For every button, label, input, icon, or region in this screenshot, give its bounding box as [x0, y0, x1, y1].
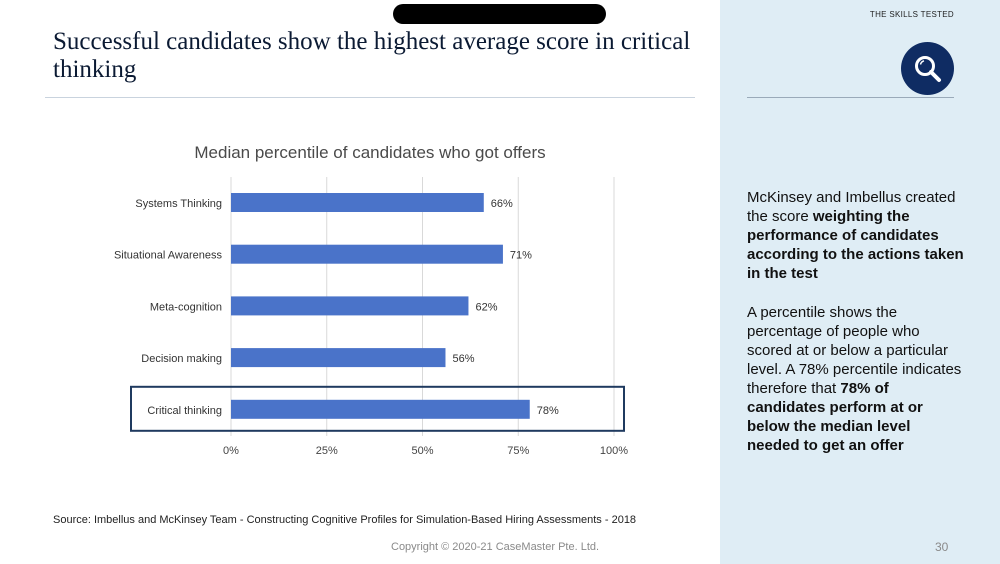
- bar: [231, 399, 530, 419]
- category-label: Systems Thinking: [135, 198, 222, 210]
- panel-paragraph-1-text: McKinsey and Imbellus created the score: [747, 189, 956, 225]
- chart-title: Median percentile of candidates who got …: [194, 143, 546, 162]
- source-note: Source: Imbellus and McKinsey Team - Con…: [53, 514, 637, 526]
- panel-divider: [747, 97, 954, 98]
- data-label: 56%: [452, 353, 474, 365]
- category-label: Decision making: [141, 353, 222, 365]
- slide-title: Successful candidates show the highest a…: [53, 28, 691, 83]
- panel-paragraph-1-bold: weighting the performance of candidates …: [747, 208, 964, 282]
- x-tick-label: 25%: [316, 445, 338, 457]
- page-number: 30: [935, 540, 949, 554]
- panel-paragraph-1: McKinsey and Imbellus created the score …: [747, 188, 967, 283]
- bar: [231, 193, 484, 212]
- highlight-box: [130, 385, 625, 432]
- x-tick-label: 0%: [223, 445, 239, 457]
- data-label: 71%: [510, 250, 532, 262]
- bar-chart: 0% 25% 50% 75% 100% Systems Thinking 66% Situat…: [114, 177, 628, 457]
- panel-paragraph-2-bold: 78% of candidates perform at or below th…: [747, 380, 923, 454]
- title-divider: [45, 97, 695, 98]
- panel-paragraph-2-text: A percentile shows the percentage of peo…: [747, 304, 962, 397]
- category-label: Meta-cognition: [150, 301, 222, 313]
- copyright-text: Copyright © 2020-21 CaseMaster Pte. Ltd.: [391, 541, 600, 553]
- search-icon: [901, 42, 954, 95]
- data-label: 62%: [475, 301, 497, 313]
- bar: [231, 296, 469, 316]
- bar: [231, 244, 503, 264]
- x-tick-label: 75%: [507, 445, 529, 457]
- side-panel: [720, 0, 1000, 564]
- panel-label: THE SKILLS TESTED: [869, 10, 954, 19]
- bar: [231, 348, 446, 368]
- category-label: Situational Awareness: [114, 250, 223, 262]
- panel-paragraph-2: A percentile shows the percentage of peo…: [747, 303, 967, 455]
- x-tick-label: 100%: [600, 445, 628, 457]
- redaction-bar: [393, 4, 606, 24]
- data-label: 66%: [491, 198, 513, 210]
- data-label: 78%: [537, 405, 559, 417]
- x-tick-label: 50%: [411, 445, 433, 457]
- category-label: Critical thinking: [147, 405, 222, 417]
